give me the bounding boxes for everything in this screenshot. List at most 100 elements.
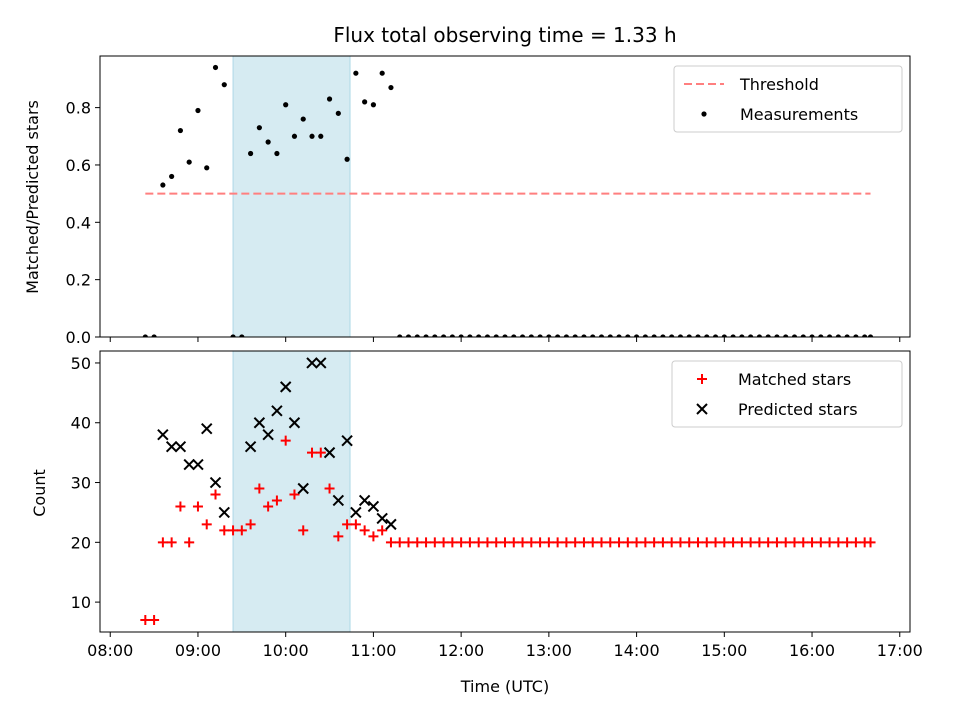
bottom-series-0-point-22 (333, 531, 344, 542)
top-series-0-point-53 (607, 334, 613, 337)
bottom-legend: Matched stars Predicted stars (671, 360, 903, 428)
bottom-y-tick-label-4: 50 (71, 354, 91, 373)
bottom-series-0-point-31 (412, 537, 423, 548)
bottom-series-0-point-26 (368, 531, 379, 542)
top-series-0-point-8 (212, 64, 219, 71)
bottom-series-0-point-27 (377, 525, 388, 536)
top-series-0-point-80 (844, 334, 850, 337)
bottom-series-0-point-23 (342, 519, 353, 530)
bottom-series-1-point-24 (385, 518, 397, 531)
top-series-0-point-64 (704, 334, 710, 337)
bottom-series-0-point-62 (684, 537, 695, 548)
top-series-0-point-45 (537, 334, 543, 337)
bottom-series-0-point-46 (543, 537, 554, 548)
x-tick-label-0: 08:00 (87, 641, 133, 660)
top-y-tick-label-3: 0.6 (66, 156, 91, 175)
bottom-series-0-point-28 (385, 537, 396, 548)
bottom-series-0-point-52 (596, 537, 607, 548)
top-series-0-point-65 (712, 334, 719, 337)
bottom-series-1-point-4 (192, 458, 204, 471)
top-series-0-point-24 (353, 70, 359, 76)
bottom-series-0-point-6 (192, 501, 203, 512)
bottom-series-0-point-83 (865, 537, 876, 548)
top-y-tick-label-1: 0.2 (66, 271, 91, 290)
bottom-series-0-point-68 (736, 537, 747, 548)
chart-title: Flux total observing time = 1.33 h (333, 23, 676, 47)
top-series-0-point-54 (616, 334, 622, 337)
bottom-series-1-point-18 (332, 494, 345, 507)
top-plot-area (142, 56, 874, 337)
bottom-series-0-point-19 (307, 447, 318, 458)
top-series-0-point-78 (826, 334, 833, 337)
bottom-series-1-point-21 (358, 494, 371, 507)
bottom-series-0-point-75 (798, 537, 809, 548)
bottom-series-0-point-45 (535, 537, 546, 548)
top-series-0-point-61 (677, 334, 684, 337)
bottom-series-0-point-50 (578, 537, 589, 548)
bottom-series-0-point-49 (570, 537, 581, 548)
bottom-series-0-point-43 (517, 537, 528, 548)
bottom-y-axis-label: Count (30, 469, 49, 517)
bottom-series-1-point-12 (279, 381, 292, 393)
bottom-series-1-point-9 (253, 417, 266, 429)
bottom-series-0-point-5 (184, 537, 195, 548)
bottom-series-1-point-5 (201, 423, 213, 435)
bottom-series-1-point-3 (183, 458, 195, 471)
bottom-series-0-point-7 (201, 519, 212, 530)
top-series-0-point-59 (660, 334, 666, 337)
bottom-series-0-point-77 (815, 537, 826, 548)
x-tick-label-1: 09:00 (175, 641, 221, 660)
top-series-0-point-49 (572, 334, 578, 337)
bottom-series-0-point-58 (649, 537, 660, 548)
bottom-series-0-point-14 (263, 501, 274, 512)
top-series-0-point-27 (379, 70, 385, 76)
bottom-series-0-point-63 (692, 537, 703, 548)
top-series-0-point-41 (502, 334, 508, 337)
x-tick-label-7: 15:00 (701, 641, 747, 660)
top-series-0-point-32 (423, 334, 429, 337)
top-series-0-point-17 (291, 133, 298, 139)
bottom-series-0-point-34 (438, 537, 449, 548)
top-series-0-point-60 (669, 334, 675, 337)
bottom-series-0-point-17 (289, 489, 300, 500)
bottom-legend-box (671, 360, 903, 428)
top-series-0-point-4 (177, 127, 184, 134)
top-series-0-point-33 (432, 334, 438, 337)
top-series-0-point-7 (204, 165, 210, 171)
top-series-0-point-82 (862, 334, 868, 337)
bottom-series-0-point-48 (561, 537, 572, 548)
bottom-y-tick-label-2: 30 (71, 474, 91, 493)
x-tick-label-2: 10:00 (263, 641, 309, 660)
bottom-series-0-point-57 (640, 537, 651, 548)
top-series-0-point-76 (809, 334, 815, 337)
top-series-0-point-18 (300, 116, 306, 122)
bottom-legend-label-0: Matched stars (738, 370, 851, 389)
top-legend-label-0: Threshold (739, 75, 819, 94)
top-series-0-point-50 (581, 334, 587, 337)
bottom-series-0-point-44 (526, 537, 537, 548)
top-series-0-point-51 (590, 334, 596, 337)
top-series-0-point-62 (686, 334, 692, 337)
bottom-series-0-point-16 (280, 435, 291, 446)
bottom-series-0-point-39 (482, 537, 493, 548)
x-tick-label-9: 17:00 (877, 641, 923, 660)
top-series-0-point-21 (326, 96, 333, 102)
bottom-series-0-point-1 (149, 615, 160, 626)
top-series-0-point-63 (695, 334, 701, 337)
bottom-series-1-point-0 (157, 428, 169, 441)
bottom-series-1-point-15 (306, 357, 318, 369)
bottom-series-0-point-59 (657, 537, 668, 548)
top-legend-box (673, 65, 903, 133)
bottom-series-1-point-19 (341, 434, 353, 447)
top-series-0-point-77 (818, 334, 824, 337)
top-y-tick-label-0: 0.0 (66, 328, 91, 347)
top-series-0-point-3 (169, 173, 175, 180)
top-series-0-point-73 (783, 334, 789, 337)
bottom-series-0-point-24 (350, 519, 361, 530)
bottom-series-0-point-13 (254, 483, 265, 494)
bottom-series-0-point-38 (473, 537, 484, 548)
bottom-legend-swatch-0 (697, 374, 707, 384)
top-panel: 0.0 0.2 0.4 0.6 0.8 Threshold Measurements (66, 55, 911, 347)
bottom-series-0-point-47 (552, 537, 563, 548)
top-series-0-point-11 (239, 334, 245, 337)
